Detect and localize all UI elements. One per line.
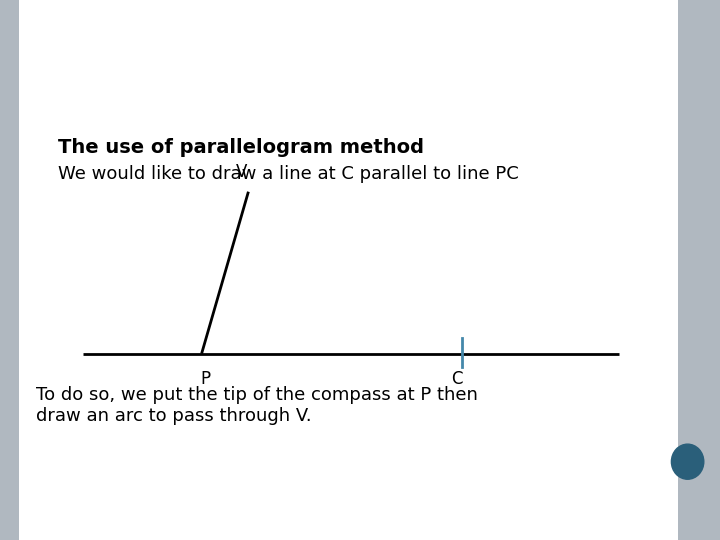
Text: The use of parallelogram method: The use of parallelogram method [58,138,423,157]
Text: P: P [200,370,210,388]
Text: We would like to draw a line at C parallel to line PC: We would like to draw a line at C parall… [58,165,518,183]
Text: V: V [236,163,248,181]
Text: To do so, we put the tip of the compass at P then
draw an arc to pass through V.: To do so, we put the tip of the compass … [36,386,478,425]
Text: C: C [451,370,463,388]
